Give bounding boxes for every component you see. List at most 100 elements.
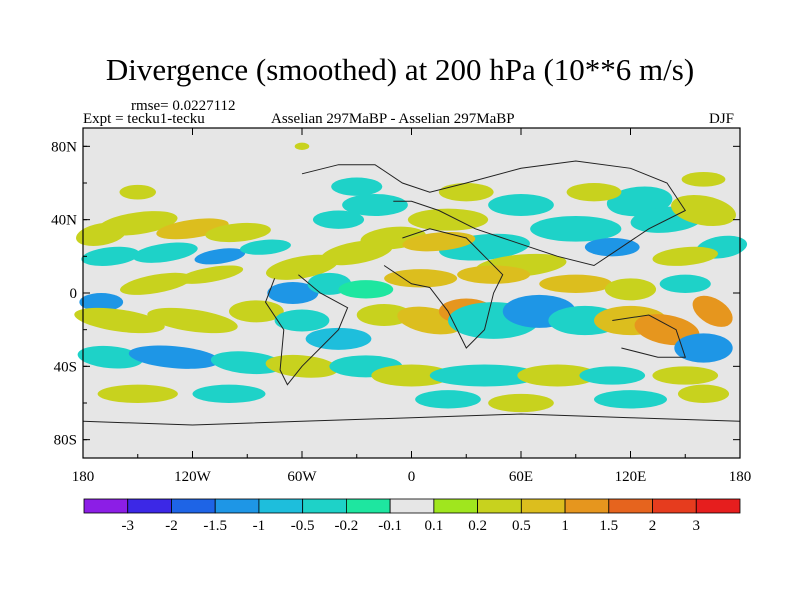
map-layer <box>74 128 748 458</box>
x-tick-label: 60W <box>287 469 317 485</box>
colorbar-label: 0.1 <box>424 518 443 534</box>
colorbar-label: 1.5 <box>599 518 618 534</box>
field-contour <box>266 254 338 280</box>
field-contour <box>594 390 667 409</box>
field-contour <box>488 194 554 216</box>
colorbar-swatch <box>652 498 697 514</box>
colorbar-swatch <box>258 498 304 514</box>
field-contour <box>692 295 733 327</box>
y-tick-label: 80N <box>51 139 77 155</box>
field-contour <box>566 183 622 202</box>
x-tick-label: 120W <box>174 469 212 485</box>
field-contour <box>305 327 372 350</box>
colorbar-swatch <box>83 498 129 514</box>
coastline <box>383 228 504 349</box>
field-contour <box>120 272 192 295</box>
colorbar-swatch <box>477 498 522 514</box>
field-contour <box>488 393 554 413</box>
rmse-label: rmse= 0.0227112 <box>131 98 236 114</box>
field-contour <box>74 307 165 334</box>
field-contour <box>81 246 140 266</box>
field-contour <box>539 274 613 294</box>
colorbar-swatch <box>564 498 610 514</box>
colorbar: -3 -2 -1.5 -1 -0.5 -0.2 -0.1 0.1 0.2 0.5 1 1.5 2 3 <box>83 498 741 534</box>
colorbar-label: -1 <box>253 518 266 534</box>
x-tick-label: 180 <box>72 469 95 485</box>
colorbar-label: -0.2 <box>335 518 359 534</box>
colorbar-label: 0.2 <box>468 518 487 534</box>
coastline <box>612 314 686 358</box>
field-contour <box>119 184 156 200</box>
x-tick-label: 60E <box>509 469 533 485</box>
colorbar-swatch <box>695 498 741 514</box>
colorbar-swatch <box>433 498 479 514</box>
field-contour <box>205 222 271 243</box>
field-contour <box>267 282 319 304</box>
field-contour <box>384 269 458 288</box>
season-label: DJF <box>709 111 735 127</box>
field-contour <box>132 242 198 263</box>
field-contour <box>584 238 640 257</box>
field-contour <box>331 177 383 196</box>
field-contour <box>240 239 291 255</box>
field-contour <box>229 300 284 323</box>
coastline <box>82 413 741 426</box>
field-contour <box>530 216 622 242</box>
field-contour <box>517 364 598 387</box>
x-tick-label: 120E <box>615 469 647 485</box>
field-contour <box>429 364 540 387</box>
field-contour <box>194 248 246 265</box>
x-tick-label: 180 <box>729 469 752 485</box>
field-contour <box>79 293 124 312</box>
expt-label: Expt = tecku1-tecku <box>83 111 205 127</box>
field-contour <box>210 351 284 375</box>
colorbar-label: -1.5 <box>203 518 227 534</box>
field-contour <box>407 208 489 231</box>
y-tick-label: 40S <box>54 359 77 375</box>
field-contour <box>457 265 531 284</box>
colorbar-label: -0.5 <box>291 518 315 534</box>
field-contour <box>415 390 481 409</box>
comparison-label: Asselian 297MaBP - Asselian 297MaBP <box>271 111 515 127</box>
field-contour <box>97 384 178 404</box>
colorbar-label: -3 <box>121 518 134 534</box>
field-contour <box>192 384 266 404</box>
field-contour <box>338 280 394 299</box>
field-contour <box>371 364 452 387</box>
field-contour <box>652 366 719 385</box>
colorbar-label: 0.5 <box>512 518 531 534</box>
field-contour <box>178 265 244 284</box>
field-contour <box>356 304 412 326</box>
colorbar-swatch <box>608 498 653 514</box>
colorbar-swatch <box>302 498 347 514</box>
coastline <box>264 274 349 386</box>
field-contour <box>342 194 408 216</box>
field-contour <box>677 384 730 404</box>
colorbar-swatch <box>389 498 435 514</box>
y-tick-label: 40N <box>51 213 77 229</box>
colorbar-swatch <box>171 498 216 514</box>
colorbar-swatch <box>214 498 260 514</box>
colorbar-label: 2 <box>649 518 657 534</box>
axis-layer: 180 120W 60W 0 60E 120E 180 80N 40N 0 40S 80S <box>51 127 752 485</box>
y-tick-label: 80S <box>54 433 77 449</box>
y-tick-label: 0 <box>70 286 78 302</box>
colorbar-swatch <box>520 498 566 514</box>
field-contour <box>652 246 718 266</box>
field-contour <box>579 366 646 385</box>
field-contour <box>97 211 178 236</box>
colorbar-label: -2 <box>165 518 178 534</box>
colorbar-swatch <box>345 498 391 514</box>
field-contour <box>604 278 657 301</box>
field-contour <box>402 231 476 252</box>
field-contour <box>274 309 330 332</box>
colorbar-swatch <box>127 498 172 514</box>
colorbar-label: -0.1 <box>378 518 402 534</box>
field-contour <box>147 307 238 334</box>
field-contour <box>681 172 726 187</box>
field-contour <box>77 345 144 369</box>
field-contour <box>671 194 736 227</box>
field-contour <box>128 345 220 369</box>
field-contour <box>674 333 733 363</box>
